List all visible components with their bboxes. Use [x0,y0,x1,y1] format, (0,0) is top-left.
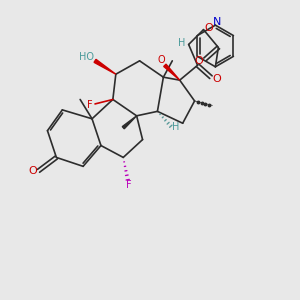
Text: F: F [126,180,132,190]
Text: H: H [178,38,186,48]
Text: O: O [212,74,221,84]
Polygon shape [164,64,180,80]
Text: F: F [87,100,92,110]
Text: N: N [213,17,221,27]
Text: O: O [158,55,165,65]
Text: O: O [29,166,38,176]
Polygon shape [122,116,136,129]
Text: O: O [205,23,213,33]
Text: HO: HO [79,52,94,62]
Polygon shape [94,59,116,74]
Text: H: H [172,122,180,132]
Text: O: O [195,56,203,66]
